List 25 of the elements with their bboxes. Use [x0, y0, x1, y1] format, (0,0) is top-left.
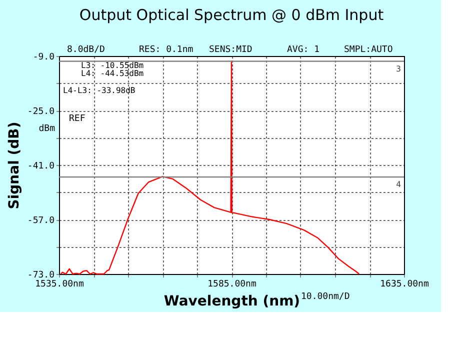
y-tick-label: -9.0 [32, 52, 54, 62]
annotation: REF [69, 114, 86, 124]
x-tick-label: 1635.00nm [380, 280, 429, 290]
annotation: L4: -44.53dBm [81, 69, 144, 78]
text: SENS:MID [209, 45, 252, 55]
annotation: 3 [396, 64, 402, 74]
annotation: L4-L3: -33.98dB [63, 86, 136, 95]
annotation: 4 [396, 180, 402, 190]
x-axis-title: Wavelength (nm) [164, 294, 300, 310]
y-tick-label: -41.0 [27, 162, 54, 172]
text: 10.00nm/D [301, 292, 350, 302]
text: dBm [38, 124, 55, 134]
y-tick-label: -25.0 [27, 107, 54, 117]
text: AVG: 1 [287, 45, 320, 55]
chart-title: Output Optical Spectrum @ 0 dBm Input [79, 6, 384, 24]
annotation: L3: -10.55dBm [81, 61, 144, 70]
x-tick-label: 1535.00nm [35, 280, 84, 290]
y-axis-title: Signal (dB) [6, 122, 22, 210]
text: SMPL:AUTO [344, 45, 393, 55]
y-tick-label: -73.0 [27, 270, 54, 280]
y-tick-label: -57.0 [27, 216, 54, 226]
text: RES: 0.1nm [139, 45, 194, 55]
x-tick-label: 1585.00nm [208, 280, 256, 290]
line-series [60, 60, 360, 275]
text: 8.0dB/D [67, 45, 105, 55]
